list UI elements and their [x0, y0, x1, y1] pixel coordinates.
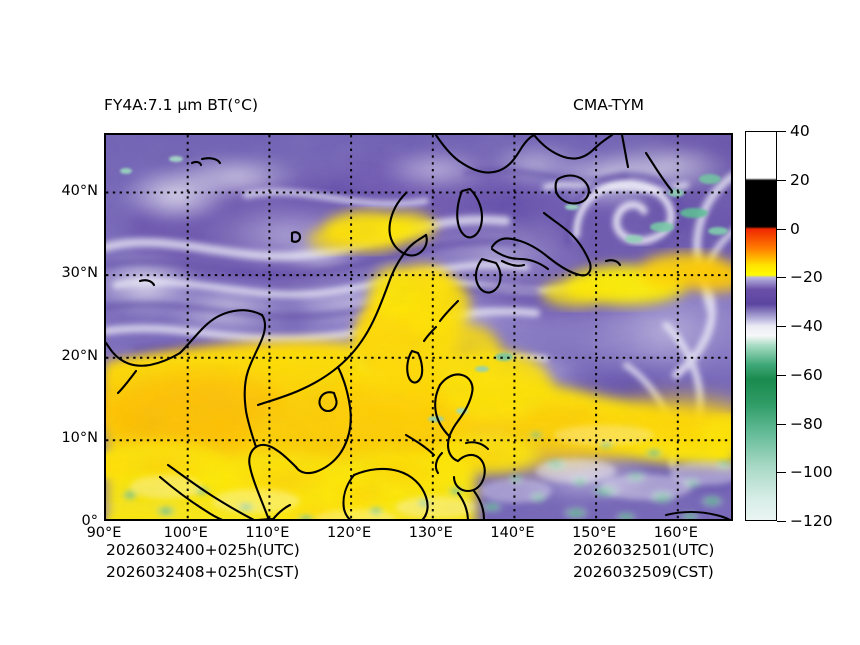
y-tick-label: 20°N [61, 347, 98, 364]
y-axis-labels: 40°N 30°N 20°N 10°N 0° [0, 133, 98, 529]
colorbar-tick-mark [777, 131, 786, 132]
chart-title: FY4A:7.1 μm BT(°C) [104, 96, 259, 114]
x-axis-labels: 90°E 100°E 110°E 120°E 130°E 140°E 150°E 160°E [87, 525, 733, 545]
x-tick-label: 140°E [490, 525, 535, 541]
y-tick-label: 10°N [61, 430, 98, 447]
x-tick-label: 150°E [572, 525, 617, 541]
colorbar-tick-mark [777, 374, 786, 376]
colorbar[interactable] [745, 131, 777, 521]
colorbar-tick-label: −60 [790, 365, 823, 384]
valid-time-utc: 2026032501(UTC) [573, 541, 715, 559]
colorbar-tick-mark [777, 179, 786, 181]
x-tick-label: 100°E [163, 525, 208, 541]
colorbar-tick-mark [777, 472, 786, 474]
colorbar-tick-mark [777, 228, 786, 230]
chart-source: CMA-TYM [573, 96, 644, 114]
valid-time-cst: 2026032509(CST) [573, 563, 714, 581]
x-tick-label: 130°E [408, 525, 453, 541]
water-vapor-field [106, 135, 731, 519]
colorbar-gradient [746, 132, 776, 520]
colorbar-tick-mark [777, 521, 786, 522]
x-tick-label: 160°E [653, 525, 698, 541]
satellite-map[interactable] [104, 133, 733, 521]
gridlines [106, 135, 731, 519]
x-tick-label: 120°E [327, 525, 372, 541]
x-tick-label: 110°E [245, 525, 290, 541]
colorbar-tick-label: 0 [790, 219, 800, 238]
colorbar-tick-mark [777, 423, 786, 425]
x-tick-label: 90°E [86, 525, 122, 541]
y-tick-label: 30°N [61, 265, 98, 282]
colorbar-tick-label: 20 [790, 170, 810, 189]
colorbar-tick-label: −80 [790, 414, 823, 433]
colorbar-tick-label: 40 [790, 122, 810, 140]
forecast-init-cst: 2026032408+025h(CST) [106, 563, 300, 581]
colorbar-tick-mark [777, 277, 786, 279]
colorbar-tick-label: −120 [790, 512, 833, 530]
forecast-init-utc: 2026032400+025h(UTC) [106, 541, 300, 559]
colorbar-tick-label: −100 [790, 463, 833, 482]
colorbar-tick-mark [777, 326, 786, 327]
y-tick-label: 0° [81, 513, 98, 529]
colorbar-tick-label: −40 [790, 317, 823, 335]
colorbar-tick-label: −20 [790, 268, 823, 287]
coastlines [106, 135, 731, 519]
y-tick-label: 40°N [61, 182, 98, 199]
